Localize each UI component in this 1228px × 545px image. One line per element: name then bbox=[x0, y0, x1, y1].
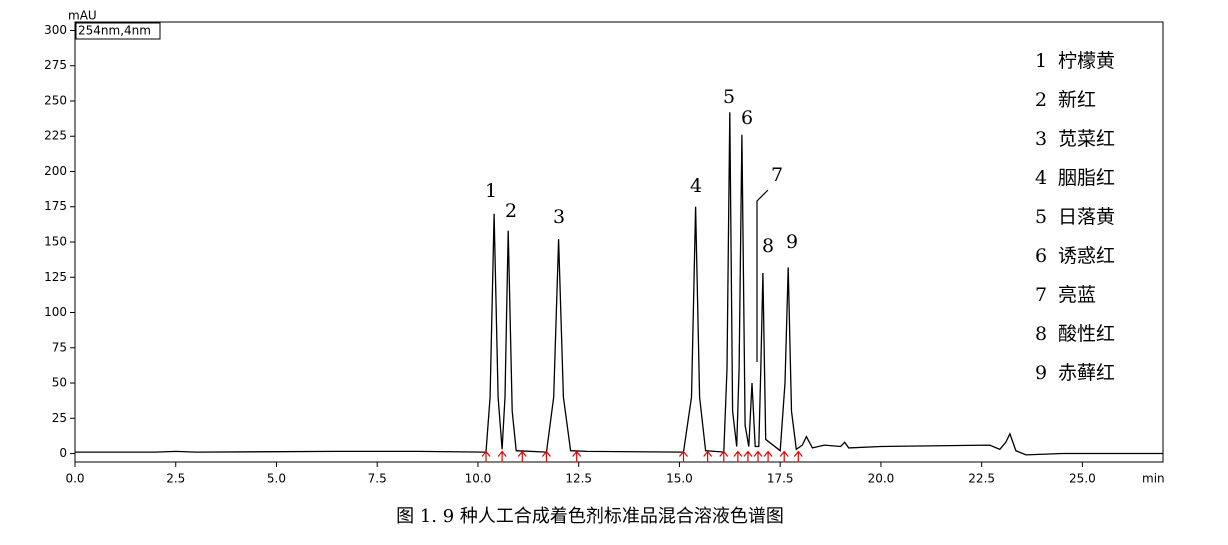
x-tick-label: 20.0 bbox=[868, 472, 895, 486]
peak-label: 4 bbox=[690, 175, 702, 197]
y-unit: mAU bbox=[68, 9, 97, 23]
x-tick-label: 2.5 bbox=[166, 472, 185, 486]
integration-mark bbox=[517, 450, 527, 463]
integration-mark bbox=[703, 450, 713, 463]
integration-mark bbox=[779, 450, 789, 463]
legend-name: 苋菜红 bbox=[1058, 128, 1115, 150]
x-tick-label: 17.5 bbox=[767, 472, 794, 486]
peak-label: 5 bbox=[723, 86, 735, 108]
integration-mark bbox=[497, 450, 507, 463]
integration-mark bbox=[679, 450, 688, 463]
integration-mark bbox=[719, 450, 729, 463]
detector-box bbox=[75, 22, 161, 40]
legend-name: 日落黄 bbox=[1058, 206, 1115, 228]
legend-number: 3 bbox=[1035, 128, 1047, 150]
legend-name: 赤藓红 bbox=[1058, 362, 1115, 384]
plot-frame bbox=[74, 21, 1164, 463]
y-tick-label: 175 bbox=[44, 199, 67, 213]
integration-mark bbox=[481, 450, 491, 463]
peak-label: 1 bbox=[485, 180, 497, 202]
y-tick-label: 225 bbox=[44, 129, 67, 143]
x-tick-label: 22.5 bbox=[968, 472, 995, 486]
peak-label: 2 bbox=[505, 200, 517, 222]
integration-mark bbox=[763, 450, 773, 463]
legend-number: 5 bbox=[1035, 206, 1047, 228]
y-tick-label: 50 bbox=[52, 376, 67, 390]
peak-7-leader bbox=[756, 189, 769, 362]
chromatogram-trace bbox=[75, 112, 1163, 456]
peak-label: 8 bbox=[762, 235, 774, 257]
x-tick-label: 5.0 bbox=[267, 472, 286, 486]
peak-label: 7 bbox=[771, 164, 783, 186]
y-tick-label: 200 bbox=[44, 164, 67, 178]
y-tick-label: 125 bbox=[44, 270, 67, 284]
y-tick-label: 300 bbox=[44, 23, 67, 37]
integration-mark bbox=[753, 450, 763, 463]
y-tick-label: 75 bbox=[52, 340, 67, 354]
detector-label: 254nm,4nm bbox=[78, 24, 151, 38]
legend-number: 4 bbox=[1035, 167, 1047, 189]
y-tick-label: 275 bbox=[44, 58, 67, 72]
legend-number: 2 bbox=[1035, 89, 1047, 111]
x-tick-label: 7.5 bbox=[368, 472, 387, 486]
x-tick-label: 10.0 bbox=[465, 472, 492, 486]
integration-mark bbox=[743, 450, 753, 463]
integration-mark bbox=[572, 450, 582, 463]
legend-name: 诱惑红 bbox=[1058, 245, 1115, 267]
y-tick-label: 250 bbox=[44, 93, 67, 107]
legend-number: 1 bbox=[1035, 50, 1047, 72]
x-tick-label: 0.0 bbox=[65, 472, 84, 486]
x-tick-label: 25.0 bbox=[1069, 472, 1096, 486]
y-tick-label: 150 bbox=[44, 235, 67, 249]
legend-number: 9 bbox=[1035, 362, 1047, 384]
peak-label: 6 bbox=[741, 107, 753, 129]
legend-name: 亮蓝 bbox=[1058, 284, 1096, 306]
caption: 图 1. 9 种人工合成着色剂标准品混合溶液色谱图 bbox=[396, 506, 784, 527]
legend-name: 新红 bbox=[1058, 89, 1096, 111]
legend-name: 柠檬黄 bbox=[1058, 50, 1115, 72]
integration-mark bbox=[733, 450, 743, 463]
y-tick-label: 100 bbox=[44, 305, 67, 319]
legend-number: 8 bbox=[1035, 323, 1047, 345]
integration-mark bbox=[541, 450, 551, 463]
legend-number: 7 bbox=[1035, 284, 1047, 306]
peak-label: 3 bbox=[553, 206, 565, 228]
x-tick-label: 12.5 bbox=[565, 472, 592, 486]
y-tick-label: 0 bbox=[59, 446, 67, 460]
x-unit: min bbox=[1142, 472, 1165, 486]
legend-number: 6 bbox=[1035, 245, 1047, 267]
legend-name: 胭脂红 bbox=[1058, 167, 1115, 189]
x-tick-label: 15.0 bbox=[666, 472, 693, 486]
integration-mark bbox=[793, 450, 803, 463]
legend-name: 酸性红 bbox=[1058, 323, 1115, 345]
peak-label: 9 bbox=[786, 231, 798, 253]
y-tick-label: 25 bbox=[52, 411, 67, 425]
